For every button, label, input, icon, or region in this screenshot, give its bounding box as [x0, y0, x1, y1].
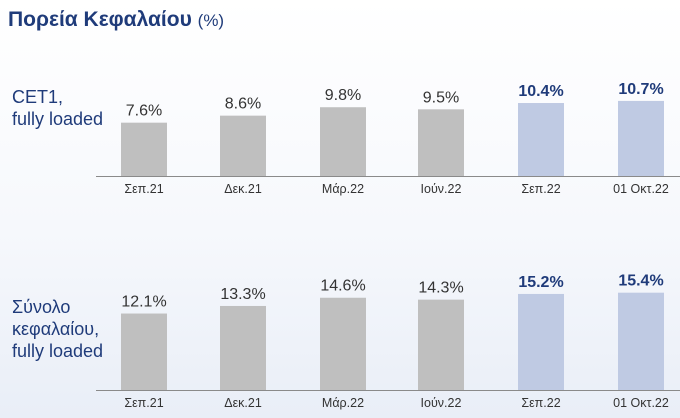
bar: [320, 297, 366, 390]
cet1-bar-chart: 7.6% Σεπ.21 8.6% Δεκ.21 9.8% Μάρ.22 9.5% Ιούν.2…: [96, 81, 680, 196]
row-label-total-capital: Σύνολο κεφαλαίου, fully loaded: [12, 296, 103, 362]
data-label: 7.6%: [126, 103, 162, 120]
data-label: 15.2%: [518, 274, 563, 291]
bar: [618, 100, 664, 176]
bar: [121, 313, 167, 390]
x-tick-label: Σεπ.21: [124, 396, 163, 410]
x-tick-label: Μάρ.22: [322, 182, 364, 196]
x-tick-label: Δεκ.21: [224, 182, 262, 196]
bar: [518, 293, 564, 390]
x-tick-label: 01 Οκτ.22: [613, 396, 669, 410]
x-tick-label: Σεπ.22: [521, 182, 560, 196]
title-unit: (%): [197, 11, 225, 30]
row-label-line: fully loaded: [12, 341, 104, 361]
bar: [518, 103, 564, 176]
row-label-cet1: CET1, fully loaded: [12, 86, 103, 130]
data-label: 15.4%: [618, 273, 663, 290]
data-label: 13.3%: [220, 286, 265, 303]
x-tick-label: Ιούν.22: [421, 182, 462, 196]
data-label: 9.5%: [423, 89, 459, 106]
x-tick-label: Μάρ.22: [322, 396, 364, 410]
row-label-line: fully loaded: [12, 109, 104, 129]
data-label: 8.6%: [225, 96, 261, 113]
data-label: 10.4%: [518, 83, 563, 100]
bar: [320, 107, 366, 176]
bar: [220, 115, 266, 176]
row-label-line: CET1,: [12, 87, 64, 107]
bar: [220, 305, 266, 390]
data-label: 9.8%: [325, 87, 361, 104]
x-tick-label: Δεκ.21: [224, 396, 262, 410]
bar: [121, 122, 167, 176]
data-label: 10.7%: [618, 81, 663, 98]
x-tick-label: Ιούν.22: [421, 396, 462, 410]
bar: [418, 109, 464, 176]
bar: [618, 292, 664, 390]
row-label-line: Σύνολο: [12, 297, 71, 317]
x-tick-label: 01 Οκτ.22: [613, 182, 669, 196]
x-tick-label: Σεπ.21: [124, 182, 163, 196]
x-tick-label: Σεπ.22: [521, 396, 560, 410]
row-label-line: κεφαλαίου,: [12, 319, 100, 339]
page-title: Πορεία Κεφαλαίου (%): [8, 8, 224, 32]
total-capital-bar-chart: 12.1% Σεπ.21 13.3% Δεκ.21 14.6% Μάρ.22 14.3% Ιο…: [96, 273, 680, 410]
data-label: 14.6%: [320, 278, 365, 295]
bar: [418, 299, 464, 390]
data-label: 12.1%: [121, 294, 166, 311]
title-text: Πορεία Κεφαλαίου: [8, 8, 192, 31]
data-label: 14.3%: [418, 280, 463, 297]
